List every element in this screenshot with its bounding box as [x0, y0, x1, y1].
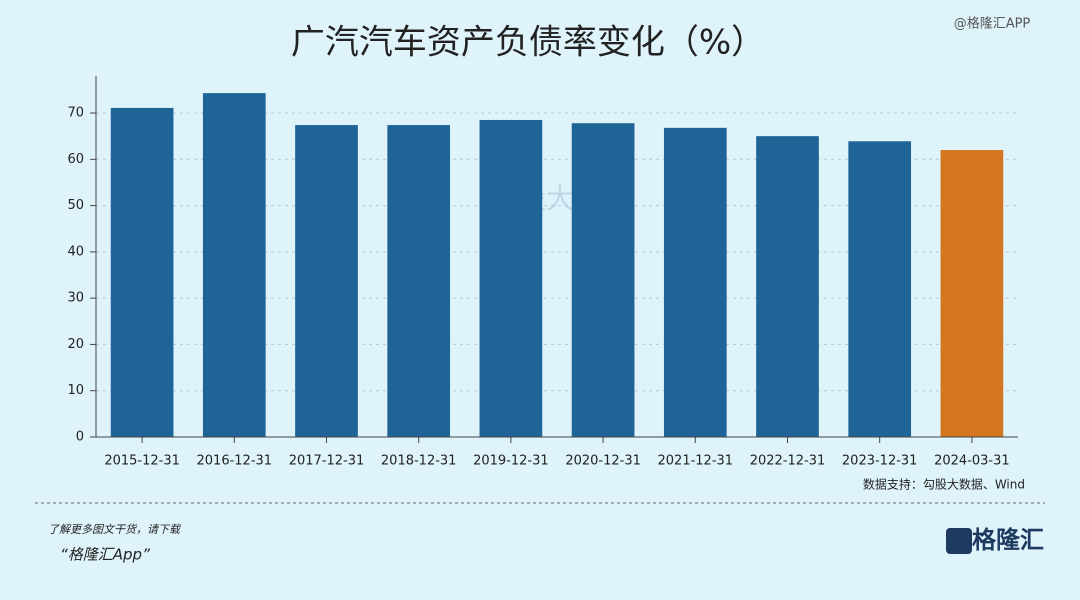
x-tick-label: 2024-03-31 — [934, 454, 1010, 469]
bar — [295, 125, 358, 438]
footer-app: “格隆汇App” — [60, 546, 150, 564]
bar — [202, 93, 266, 437]
x-tick-label: 2022-12-31 — [750, 454, 826, 469]
bar — [479, 119, 543, 437]
x-tick-label: 2016-12-31 — [197, 454, 273, 469]
footer-text: 了解更多图文干货，请下载 — [48, 523, 182, 536]
bar — [663, 127, 727, 437]
y-tick-label: 30 — [67, 291, 84, 306]
x-tick-label: 2018-12-31 — [381, 454, 457, 469]
y-tick-label: 0 — [76, 430, 84, 445]
x-tick-label: 2020-12-31 — [565, 454, 641, 469]
bar — [940, 150, 1004, 438]
chart-title: 广汽汽车资产负债率变化（%） — [291, 23, 765, 63]
source: 数据支持：勾股大数据、Wind — [863, 477, 1025, 492]
logo: 格隆汇 — [972, 526, 1044, 554]
bar — [387, 125, 451, 438]
y-tick-label: 60 — [67, 152, 84, 167]
bar — [756, 136, 819, 437]
x-tick-label: 2021-12-31 — [658, 454, 734, 469]
bar — [110, 107, 174, 437]
x-tick-label: 2017-12-31 — [289, 454, 365, 469]
x-tick-label: 2023-12-31 — [842, 454, 918, 469]
y-tick-label: 50 — [67, 198, 84, 213]
x-tick-label: 2019-12-31 — [473, 454, 549, 469]
y-tick-label: 20 — [67, 337, 84, 352]
bar — [848, 141, 912, 437]
y-tick-label: 70 — [67, 106, 84, 121]
logo-icon — [946, 528, 972, 554]
y-tick-label: 10 — [67, 383, 84, 398]
y-tick-label: 40 — [67, 244, 84, 259]
handle: @格隆汇APP — [954, 16, 1031, 32]
bar — [571, 123, 635, 437]
x-tick-label: 2015-12-31 — [104, 454, 180, 469]
